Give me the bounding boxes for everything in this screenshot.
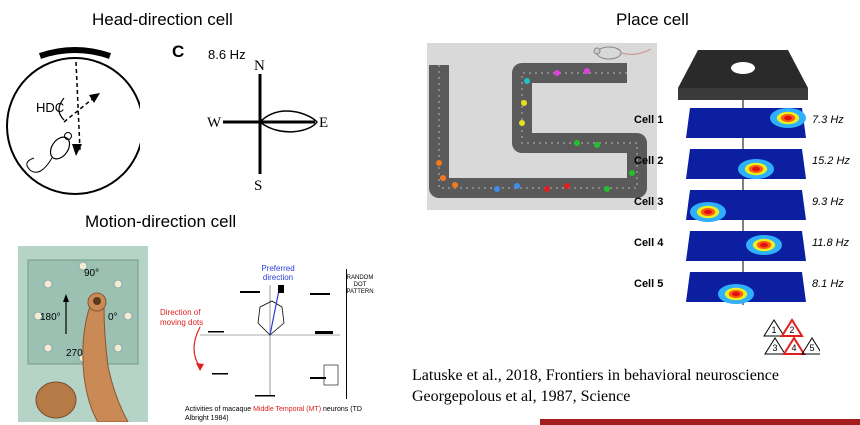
monkey-head <box>35 381 77 419</box>
arena-circle <box>6 57 140 195</box>
cue-card <box>39 47 111 59</box>
head-direction-title: Head-direction cell <box>92 10 233 29</box>
angle-90: 90° <box>84 268 99 279</box>
hdc-label: HDC <box>36 100 64 115</box>
place-field-heatmaps <box>678 50 808 305</box>
reference-1: Latuske et al., 2018, Frontiers in behav… <box>412 367 779 384</box>
s-track-maze <box>427 43 657 210</box>
heatmap-cell-2 <box>686 149 806 179</box>
compass-n: N <box>254 58 265 74</box>
heatmap-cell-5 <box>686 272 806 304</box>
angle-180: 180° <box>40 312 61 323</box>
cell-label: Cell 4 <box>634 237 664 249</box>
preferred-direction-arrow <box>269 284 281 336</box>
mt-polar-histogram-figure: Preferred direction Direction of moving … <box>160 264 374 399</box>
random-label-2: DOT <box>354 282 367 288</box>
motion-direction-title: Motion-direction cell <box>85 212 237 231</box>
place-cell-title: Place cell <box>616 10 689 29</box>
preferred-direction-label-1: Preferred <box>261 264 294 273</box>
triangle-icons: 1 2 3 4 5 <box>763 318 820 355</box>
rat-icon <box>593 46 652 60</box>
polar-tuning-plot: N S E W <box>207 58 328 194</box>
triangle-label: 4 <box>791 343 796 353</box>
rat-sketch <box>26 132 72 173</box>
angle-0: 0° <box>108 312 118 323</box>
panel-letter: C <box>172 42 185 61</box>
heatmap-cell-3 <box>686 190 806 222</box>
head-direction-arena-diagram: HDC <box>6 47 140 195</box>
compass-s: S <box>254 178 262 194</box>
preferred-direction-label-2: direction <box>263 273 293 282</box>
heatmap-cell-4 <box>686 231 806 261</box>
triangle-label: 1 <box>771 325 776 335</box>
monkey-arm <box>82 305 129 422</box>
moving-dots-label-1: Direction of <box>160 308 201 317</box>
heatmap-cell-1 <box>686 108 806 138</box>
mt-caption: Activities of macaque Middle Temporal (M… <box>185 406 362 422</box>
cell-label: Cell 5 <box>634 278 664 290</box>
compass-e: E <box>319 115 328 131</box>
random-label-3: PATTERN <box>346 289 373 295</box>
moving-dots-label-2: moving dots <box>160 318 203 327</box>
monkey-screen-illustration: 90° 180° 0° 270° <box>18 246 148 422</box>
random-label-1: RANDOM <box>347 275 374 281</box>
triangle-label: 2 <box>789 325 794 335</box>
triangle-label: 3 <box>772 343 777 353</box>
tuning-curve <box>259 110 318 133</box>
triangle-label: 5 <box>809 343 814 353</box>
compass-w: W <box>207 115 222 131</box>
reference-2: Georgepolous et al, 1987, Science <box>412 388 631 405</box>
enclosure-icon <box>678 50 808 100</box>
hd-firing-rate: 8.6 Hz <box>208 47 246 62</box>
angle-270: 270° <box>66 348 87 359</box>
accent-bar <box>540 419 860 425</box>
